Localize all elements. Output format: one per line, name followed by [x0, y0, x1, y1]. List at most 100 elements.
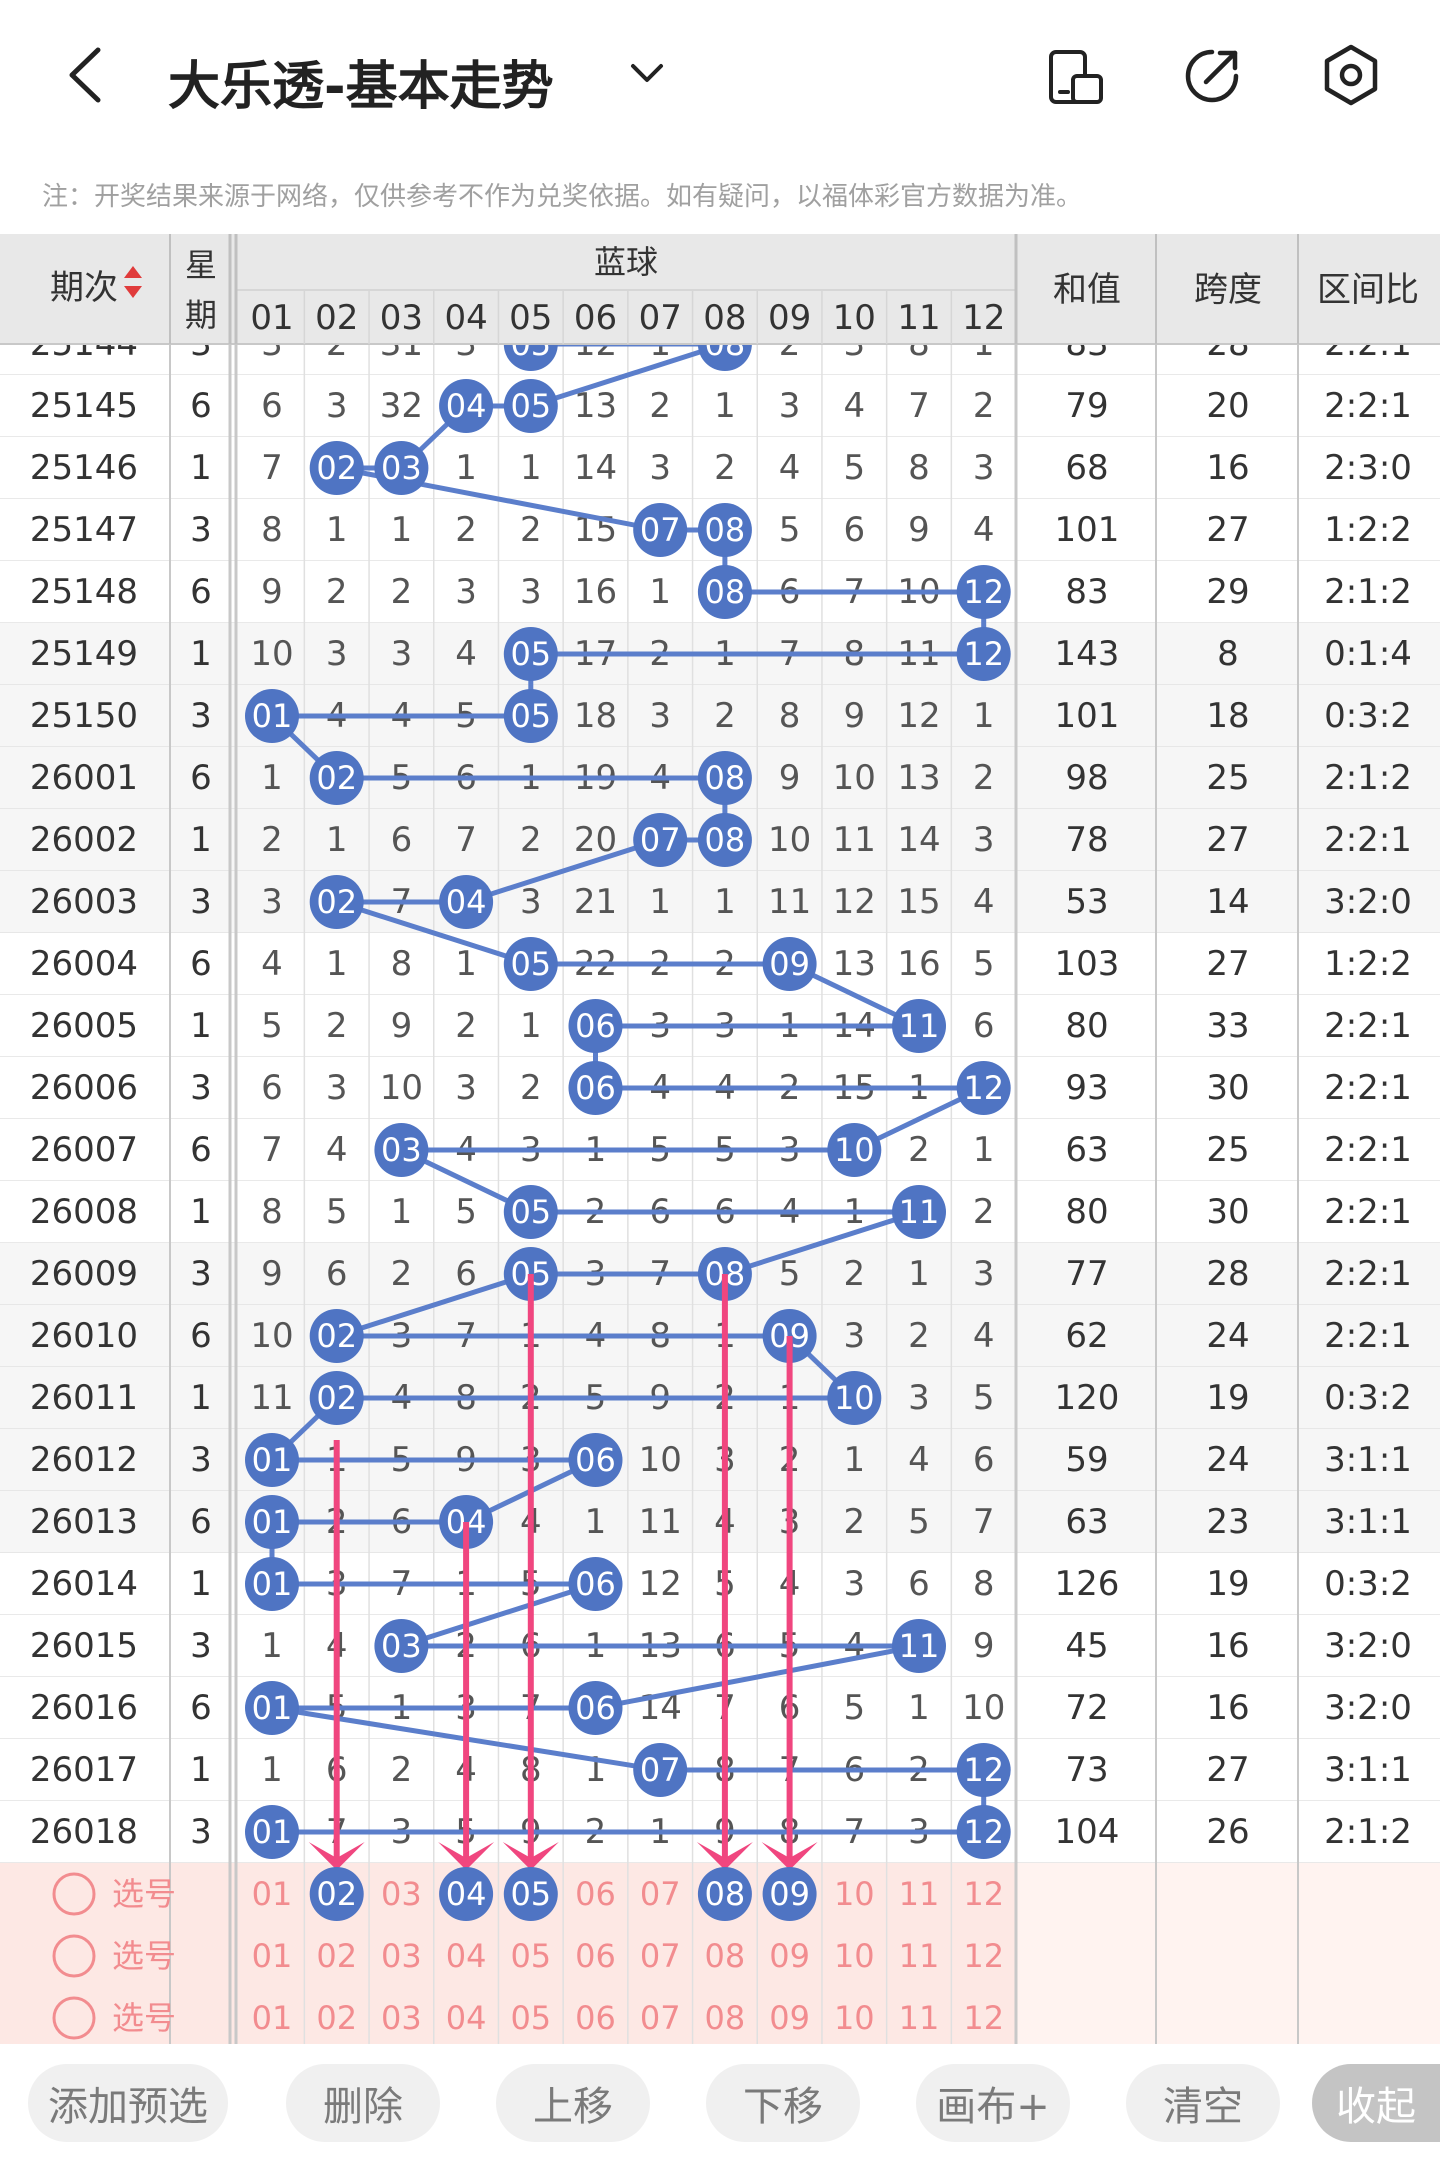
drawn-ball-number: 11	[899, 1193, 940, 1231]
pick-number[interactable]: 10	[834, 1937, 875, 1975]
miss-count-cell: 4	[455, 634, 477, 674]
miss-count-cell: 1	[391, 1192, 413, 1232]
period-header[interactable]: 期次	[50, 268, 118, 308]
table-row-bg	[0, 375, 1440, 437]
pick-number[interactable]: 03	[381, 1875, 422, 1913]
drawn-ball-number: 01	[252, 1441, 293, 1479]
share-icon[interactable]	[1180, 44, 1244, 108]
sort-down-icon[interactable]	[124, 286, 142, 298]
miss-count-cell: 1	[261, 1750, 283, 1790]
trend-line	[335, 899, 532, 967]
ratio-cell: 2:2:1	[1324, 386, 1412, 426]
miss-count-cell: 1	[973, 324, 995, 364]
miss-count-cell: 7	[261, 1130, 283, 1170]
miss-count-cell: 3	[391, 634, 413, 674]
ball-number-header: 02	[315, 298, 358, 338]
miss-count-cell: 14	[897, 820, 940, 860]
pick-number[interactable]: 09	[769, 1999, 810, 2037]
sort-up-icon[interactable]	[124, 266, 142, 278]
pick-number[interactable]: 11	[899, 1999, 940, 2037]
miss-count-cell: 16	[574, 572, 617, 612]
pick-number[interactable]: 01	[252, 1937, 293, 1975]
pick-number[interactable]: 11	[899, 1875, 940, 1913]
clear-button[interactable]: 清空	[1126, 2064, 1280, 2142]
ball-number-header: 09	[768, 298, 811, 338]
move-down-button[interactable]: 下移	[706, 2064, 860, 2142]
weekday-cell: 3	[190, 882, 212, 922]
pick-number[interactable]: 01	[252, 1875, 293, 1913]
canvas-plus-button[interactable]: 画布+	[916, 2064, 1070, 2142]
selected-pick-ball[interactable]	[503, 1867, 558, 1921]
pick-number[interactable]: 03	[381, 1937, 422, 1975]
miss-count-cell: 3	[973, 448, 995, 488]
pick-number[interactable]: 05	[510, 1937, 551, 1975]
pick-number[interactable]: 10	[834, 1999, 875, 2037]
pick-number[interactable]: 08	[705, 1937, 746, 1975]
miss-count-cell: 3	[649, 448, 671, 488]
miss-count-cell: 12	[897, 696, 940, 736]
pick-number[interactable]: 03	[381, 1999, 422, 2037]
pick-number[interactable]: 01	[252, 1999, 293, 2037]
miss-count-cell: 6	[391, 820, 413, 860]
miss-count-cell: 1	[973, 1130, 995, 1170]
pick-number[interactable]: 02	[316, 1937, 357, 1975]
pick-radio-icon[interactable]	[52, 1872, 96, 1916]
pick-number[interactable]: 06	[575, 1999, 616, 2037]
chevron-down-icon[interactable]	[627, 58, 667, 88]
ratio-cell: 2:2:1	[1324, 1192, 1412, 1232]
pick-number[interactable]: 07	[640, 1937, 681, 1975]
pick-number[interactable]: 05	[510, 1999, 551, 2037]
miss-count-cell: 3	[326, 1068, 348, 1108]
arrow-head-icon	[761, 1842, 818, 1870]
back-arrow-icon[interactable]	[56, 40, 116, 110]
selected-pick-ball[interactable]	[439, 1867, 494, 1921]
pick-number[interactable]: 06	[575, 1937, 616, 1975]
pick-number[interactable]: 08	[705, 1999, 746, 2037]
selected-pick-ball[interactable]	[762, 1867, 817, 1921]
pick-number[interactable]: 06	[575, 1875, 616, 1913]
screen-rotate-icon[interactable]	[1046, 48, 1106, 108]
drawn-ball-number: 01	[252, 1503, 293, 1541]
settings-icon[interactable]	[1318, 42, 1384, 108]
selected-pick-ball[interactable]	[697, 1867, 752, 1921]
drawn-ball	[568, 999, 623, 1053]
drawn-ball-number: 06	[575, 1441, 616, 1479]
miss-count-cell: 14	[574, 448, 617, 488]
pick-number[interactable]: 04	[446, 1937, 487, 1975]
pick-radio-icon[interactable]	[52, 1934, 96, 1978]
miss-count-cell: 2	[326, 324, 348, 364]
period-cell: 26009	[30, 1254, 138, 1294]
pick-number[interactable]: 07	[640, 1875, 681, 1913]
pick-number[interactable]: 10	[834, 1875, 875, 1913]
drawn-ball-number: 04	[446, 883, 487, 921]
delete-button[interactable]: 删除	[286, 2064, 440, 2142]
pick-number[interactable]: 11	[899, 1937, 940, 1975]
sum-cell: 83	[1065, 572, 1108, 612]
drawn-ball-number: 12	[963, 1069, 1004, 1107]
collapse-button[interactable]: 收起	[1312, 2064, 1440, 2142]
miss-count-cell: 10	[833, 758, 876, 798]
move-up-button[interactable]: 上移	[496, 2064, 650, 2142]
period-cell: 25145	[30, 386, 138, 426]
drawn-ball	[309, 441, 364, 495]
drawn-ball	[503, 1185, 558, 1239]
pick-number[interactable]: 12	[963, 1999, 1004, 2037]
sum-cell: 101	[1055, 510, 1120, 550]
pick-number[interactable]: 12	[963, 1937, 1004, 1975]
pick-number[interactable]: 09	[769, 1937, 810, 1975]
selected-pick-number: 02	[316, 1875, 357, 1913]
pick-number[interactable]: 04	[446, 1999, 487, 2037]
sum-cell: 45	[1065, 1626, 1108, 1666]
drawn-ball	[697, 751, 752, 805]
pick-number[interactable]: 02	[316, 1999, 357, 2037]
selected-pick-ball[interactable]	[309, 1867, 364, 1921]
pick-number[interactable]: 07	[640, 1999, 681, 2037]
pick-number[interactable]: 12	[963, 1875, 1004, 1913]
add-preselect-button[interactable]: 添加预选	[28, 2064, 228, 2142]
miss-count-cell: 16	[897, 944, 940, 984]
drawn-ball	[762, 937, 817, 991]
drawn-ball	[503, 379, 558, 433]
miss-count-cell: 3	[843, 1564, 865, 1604]
sum-cell: 80	[1065, 1192, 1108, 1232]
pick-radio-icon[interactable]	[52, 1996, 96, 2040]
